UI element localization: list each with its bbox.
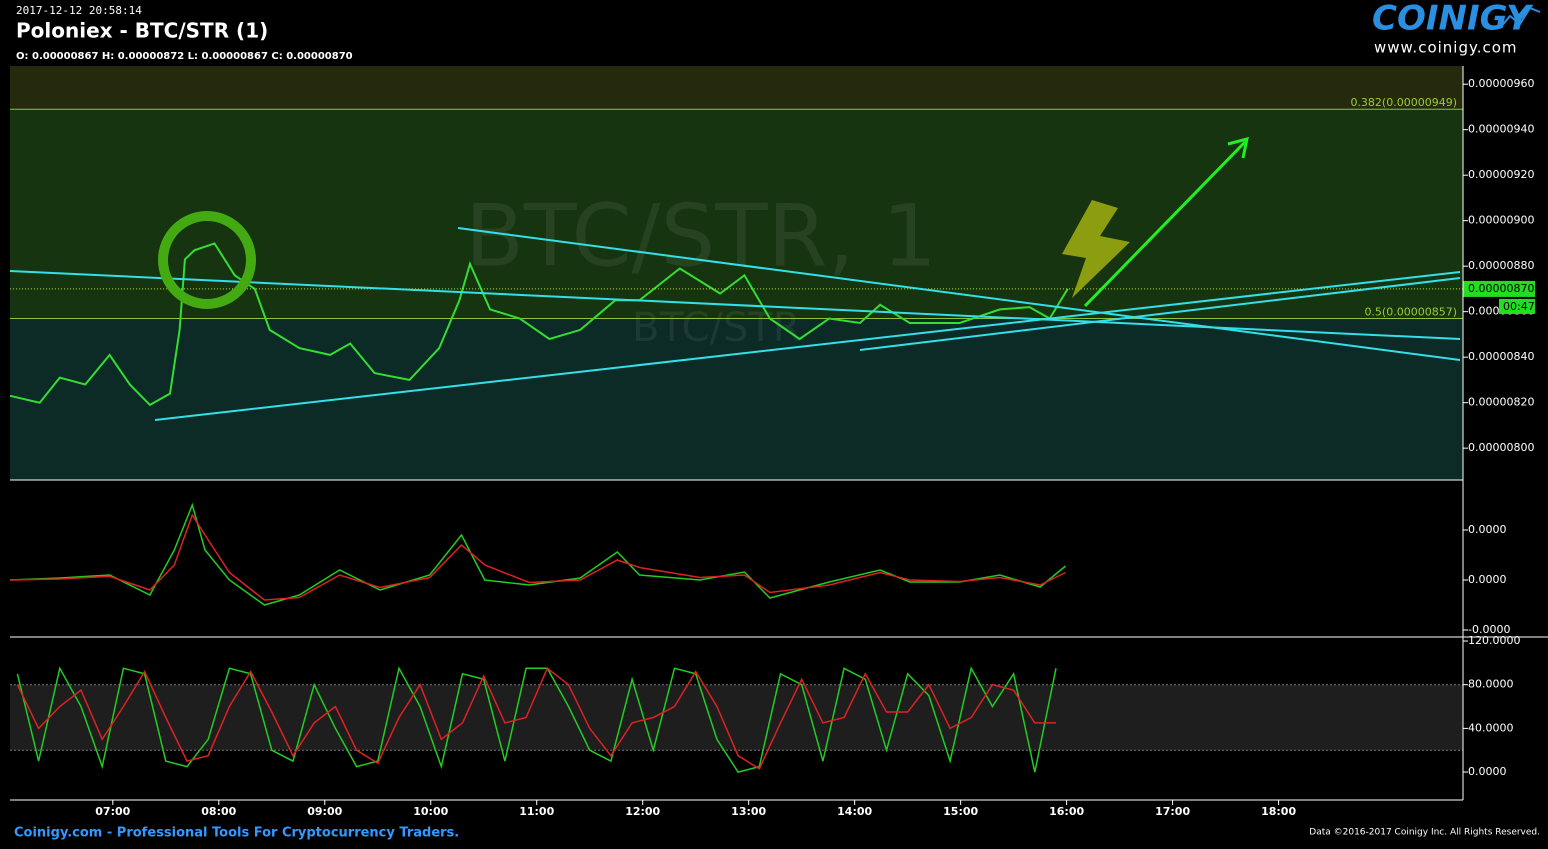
fib-label: 0.382(0.00000949): [1350, 96, 1457, 109]
series-line: [9, 513, 1066, 601]
x-tick-label: 15:00: [943, 805, 978, 818]
zone: [10, 109, 1463, 319]
x-tick-label: 11:00: [519, 805, 554, 818]
series-line: [9, 242, 1069, 407]
x-tick-label: 09:00: [307, 805, 342, 818]
lightning-icon: [1062, 200, 1130, 298]
y-tick-label: 80.0000: [1468, 678, 1514, 691]
y-tick-label: 0.00000840: [1468, 350, 1534, 363]
zone: [10, 66, 1463, 110]
y-tick-label: 40.0000: [1468, 721, 1514, 734]
y-tick-label: 0.00000820: [1468, 396, 1534, 409]
footer-left: Coinigy.com - Professional Tools For Cry…: [14, 826, 459, 841]
arrow: [1083, 136, 1249, 308]
x-tick-label: 08:00: [201, 805, 236, 818]
current-price-box: [1463, 280, 1535, 297]
logo-icon: [1499, 6, 1541, 29]
y-tick-label: 0.00000920: [1468, 168, 1534, 181]
footer-right: Data ©2016-2017 Coinigy Inc. All Rights …: [1309, 828, 1540, 838]
fib-label: 0.5(0.00000857): [1364, 305, 1457, 318]
trend-line: [154, 271, 1461, 421]
x-tick-label: 12:00: [625, 805, 660, 818]
band: [10, 684, 1463, 751]
countdown-label: 00:47: [1503, 300, 1535, 313]
y-tick-label: 0.0000: [1468, 765, 1507, 778]
x-tick-label: 13:00: [731, 805, 766, 818]
watermark: BTC/STR, 1: [465, 186, 937, 286]
y-tick-label: 0.00000940: [1468, 123, 1534, 136]
y-tick-label: -0.0000: [1468, 623, 1510, 636]
y-tick-label: 0.00000960: [1468, 77, 1534, 90]
highlight-circle: [158, 211, 256, 309]
x-tick-label: 16:00: [1049, 805, 1084, 818]
x-tick-label: 17:00: [1155, 805, 1190, 818]
x-tick-label: 10:00: [413, 805, 448, 818]
ohlc: O: 0.00000867 H: 0.00000872 L: 0.0000086…: [16, 51, 353, 62]
x-tick-label: 07:00: [95, 805, 130, 818]
y-tick-label: 120.0000: [1468, 634, 1521, 647]
x-tick-label: 18:00: [1261, 805, 1296, 818]
series-line: [9, 502, 1067, 606]
timestamp: 2017-12-12 20:58:14: [16, 4, 142, 17]
logo-url: www.coinigy.com: [1374, 39, 1518, 57]
series-line: [16, 667, 1056, 770]
logo: COINIGY: [1372, 0, 1534, 39]
y-tick-label: 0.0000: [1468, 523, 1507, 536]
watermark-sub: BTC/STR: [632, 305, 801, 351]
trend-line: [457, 227, 1461, 361]
zone: [10, 318, 1463, 480]
trend-lines: [9, 227, 1461, 421]
x-tick-label: 14:00: [837, 805, 872, 818]
trend-line: [859, 277, 1461, 351]
current-price-label: 0.00000870: [1468, 282, 1534, 295]
y-tick-label: 0.00000900: [1468, 214, 1534, 227]
series-line: [16, 666, 1057, 773]
y-tick-label: 0.0000: [1468, 573, 1507, 586]
countdown-box: [1499, 298, 1535, 314]
y-tick-label: 0.00000800: [1468, 441, 1534, 454]
chart-title: Poloniex - BTC/STR (1): [16, 19, 268, 43]
y-tick-label: 0.00000880: [1468, 259, 1534, 272]
